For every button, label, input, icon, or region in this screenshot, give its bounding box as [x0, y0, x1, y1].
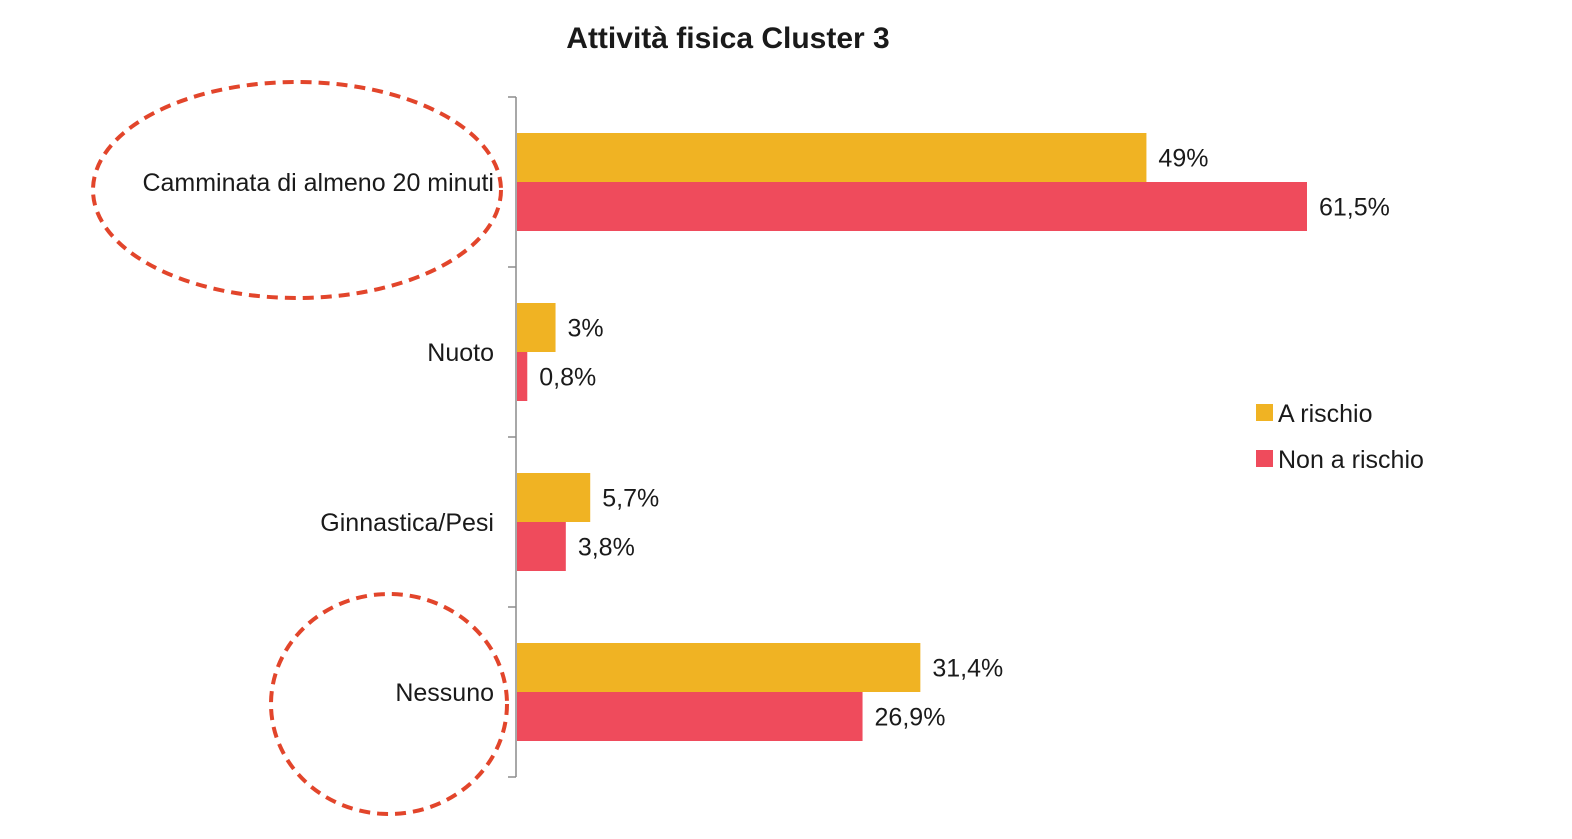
bar — [517, 303, 556, 352]
category-axis — [508, 96, 517, 778]
category-label: Nessuno — [395, 679, 494, 707]
data-label: 0,8% — [539, 364, 596, 392]
chart-title: Attività fisica Cluster 3 — [566, 22, 889, 55]
data-label: 61,5% — [1319, 194, 1390, 222]
highlight-ellipse — [269, 592, 509, 816]
data-label: 26,9% — [875, 704, 946, 732]
category-label: Ginnastica/Pesi — [320, 509, 494, 537]
legend-label: Non a rischio — [1278, 446, 1424, 474]
bar — [517, 692, 863, 741]
category-label: Camminata di almeno 20 minuti — [142, 169, 494, 197]
bar — [517, 182, 1307, 231]
bar — [517, 522, 566, 571]
legend-swatch — [1256, 450, 1273, 467]
data-label: 5,7% — [602, 485, 659, 513]
data-label: 31,4% — [932, 655, 1003, 683]
highlight-ellipse — [91, 80, 503, 300]
bars — [517, 133, 1307, 741]
bar — [517, 352, 528, 401]
category-label: Nuoto — [427, 339, 494, 367]
bar — [517, 643, 921, 692]
annotations — [91, 80, 509, 816]
category-labels: Camminata di almeno 20 minuti Nuoto Ginnas… — [142, 169, 494, 707]
data-label: 49% — [1158, 145, 1208, 173]
data-label: 3,8% — [578, 534, 635, 562]
bar — [517, 473, 591, 522]
legend-swatch — [1256, 404, 1273, 421]
data-label: 3% — [568, 315, 604, 343]
legend: A rischio Non a rischio — [1256, 400, 1424, 474]
data-labels: 49% 61,5% 3% 0,8% 5,7% 3,8% 31,4% 26,9% — [539, 145, 1390, 732]
legend-label: A rischio — [1278, 400, 1372, 428]
bar — [517, 133, 1147, 182]
